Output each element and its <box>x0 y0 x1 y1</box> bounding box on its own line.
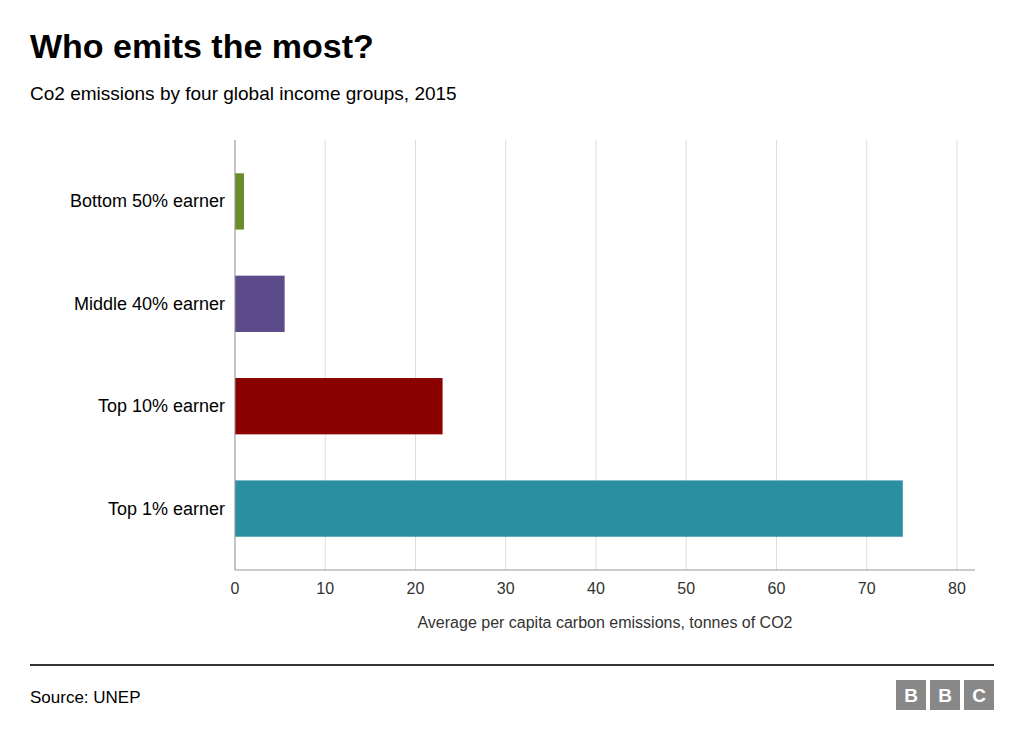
title: Who emits the most? <box>30 27 374 65</box>
x-tick-label: 70 <box>858 580 876 597</box>
separator <box>30 664 994 666</box>
logo-letter: B <box>904 685 918 706</box>
y-axis-line <box>235 140 236 570</box>
y-tick-label: Bottom 50% earner <box>70 191 225 211</box>
x-tick-label: 30 <box>497 580 515 597</box>
logo-box <box>896 680 926 710</box>
x-tick-label: 80 <box>948 580 966 597</box>
background <box>0 0 1024 750</box>
x-axis-label: Average per capita carbon emissions, ton… <box>417 614 792 631</box>
x-ticks: 0 10 20 30 40 50 60 70 80 <box>231 580 966 597</box>
y-tick-label: Top 10% earner <box>98 396 225 416</box>
bars <box>235 173 903 536</box>
logo: BBC <box>896 680 994 710</box>
y-tick-label: Top 1% earner <box>108 499 225 519</box>
grid-line <box>956 140 957 570</box>
chart-container: Who emits the most? Co2 emissions by four… <box>0 0 1024 750</box>
x-tick-label: 40 <box>587 580 605 597</box>
grid <box>235 140 957 570</box>
grid-line <box>235 140 236 570</box>
x-tick-label: 10 <box>316 580 334 597</box>
x-axis-line <box>235 570 975 571</box>
y-ticks: Top 1% earner Top 10% earner Middle 40% ea… <box>70 191 225 518</box>
x-tick-label: 50 <box>677 580 695 597</box>
x-tick-label: 20 <box>407 580 425 597</box>
bar <box>235 480 903 536</box>
logo-letter: C <box>972 685 986 706</box>
logo-letter: B <box>938 685 952 706</box>
bar <box>235 173 244 229</box>
bar <box>235 378 443 434</box>
subtitle: Co2 emissions by four global income grou… <box>30 83 457 104</box>
logo-box <box>930 680 960 710</box>
source: Source: UNEP <box>30 688 141 707</box>
x-tick-label: 0 <box>231 580 240 597</box>
bar <box>235 276 285 332</box>
logo-box <box>964 680 994 710</box>
x-tick-label: 60 <box>768 580 786 597</box>
chart-svg: Who emits the most? Co2 emissions by four… <box>0 0 1024 750</box>
y-tick-label: Middle 40% earner <box>74 294 225 314</box>
